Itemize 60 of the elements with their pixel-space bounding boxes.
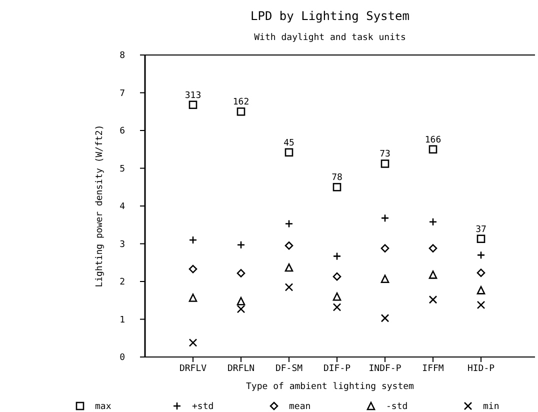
point <box>380 314 390 322</box>
point <box>428 145 438 154</box>
point <box>236 269 246 278</box>
point <box>284 241 294 250</box>
point <box>380 160 390 168</box>
point <box>284 283 294 292</box>
legend-label: mean <box>289 402 311 412</box>
y-tick-label: 7 <box>120 88 125 99</box>
point <box>428 270 438 279</box>
point <box>476 234 486 243</box>
point <box>284 263 294 272</box>
annotation: 162 <box>232 98 250 108</box>
point <box>188 264 198 274</box>
y-tick-label: 2 <box>120 278 125 288</box>
x-tick-label: DIF-P <box>323 364 352 374</box>
chart-subtitle: With daylight and task units <box>254 33 406 43</box>
legend-label: -std <box>386 402 408 412</box>
point <box>332 182 342 192</box>
point <box>236 304 246 314</box>
point <box>380 274 390 284</box>
y-tick-label: 1 <box>120 315 125 326</box>
point <box>188 294 198 302</box>
annotation: 45 <box>284 138 294 148</box>
point <box>428 244 438 252</box>
point <box>428 295 438 304</box>
point <box>332 303 342 312</box>
point <box>476 300 486 310</box>
point <box>236 107 246 116</box>
point <box>476 286 486 294</box>
point <box>284 148 294 157</box>
x-tick-label: DRFLV <box>179 364 208 374</box>
y-tick-label: 3 <box>120 240 125 250</box>
point <box>332 272 342 281</box>
x-tick-label: IFFM <box>422 364 444 374</box>
annotation: 37 <box>476 224 486 235</box>
y-tick-label: 5 <box>120 164 125 174</box>
point <box>380 244 390 252</box>
point <box>188 100 198 109</box>
legend-label: min <box>483 402 500 412</box>
y-tick-label: 6 <box>120 126 125 137</box>
y-tick-label: 4 <box>120 202 125 212</box>
legend-label: +std <box>192 402 214 412</box>
annotation: 313 <box>184 90 202 101</box>
x-tick-label: DRFLN <box>227 364 255 374</box>
chart-title: LPD by Lighting System <box>250 9 410 23</box>
point <box>332 292 342 301</box>
annotation: 73 <box>380 150 390 160</box>
y-axis-title: Lighting power density (W/ft2) <box>95 124 105 288</box>
annotation: 78 <box>332 173 342 184</box>
annotation: 166 <box>424 135 442 146</box>
x-tick-label: INDF-P <box>368 364 402 374</box>
x-tick-label: HID-P <box>467 364 496 374</box>
legend-label: max <box>95 402 112 412</box>
x-axis-title: Type of ambient lighting system <box>246 382 414 392</box>
x-tick-label: DF-SM <box>275 364 304 374</box>
y-tick-label: 0 <box>120 353 125 364</box>
point <box>188 338 198 347</box>
y-tick-label: 8 <box>120 51 125 62</box>
point <box>236 296 246 306</box>
point <box>476 268 486 277</box>
